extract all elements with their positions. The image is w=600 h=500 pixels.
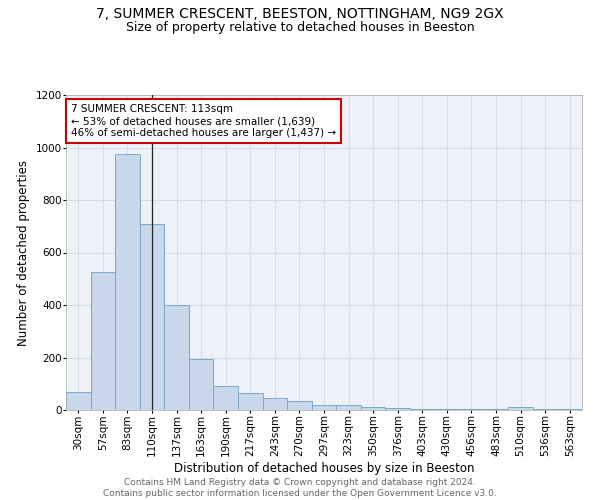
Bar — [66, 392, 91, 410]
Bar — [361, 407, 385, 410]
Bar — [484, 408, 508, 410]
X-axis label: Distribution of detached houses by size in Beeston: Distribution of detached houses by size … — [174, 462, 474, 475]
Bar — [115, 154, 140, 410]
Bar — [164, 305, 189, 410]
Bar — [385, 408, 410, 410]
Bar — [336, 406, 361, 410]
Bar — [459, 408, 484, 410]
Bar — [263, 398, 287, 410]
Bar — [557, 408, 582, 410]
Bar — [434, 408, 459, 410]
Bar — [533, 408, 557, 410]
Text: 7, SUMMER CRESCENT, BEESTON, NOTTINGHAM, NG9 2GX: 7, SUMMER CRESCENT, BEESTON, NOTTINGHAM,… — [96, 8, 504, 22]
Text: Size of property relative to detached houses in Beeston: Size of property relative to detached ho… — [125, 21, 475, 34]
Bar — [140, 224, 164, 410]
Bar — [410, 408, 434, 410]
Bar — [508, 406, 533, 410]
Text: 7 SUMMER CRESCENT: 113sqm
← 53% of detached houses are smaller (1,639)
46% of se: 7 SUMMER CRESCENT: 113sqm ← 53% of detac… — [71, 104, 336, 138]
Bar — [287, 402, 312, 410]
Bar — [214, 386, 238, 410]
Bar — [189, 359, 214, 410]
Text: Contains HM Land Registry data © Crown copyright and database right 2024.
Contai: Contains HM Land Registry data © Crown c… — [103, 478, 497, 498]
Bar — [238, 393, 263, 410]
Bar — [312, 406, 336, 410]
Bar — [91, 272, 115, 410]
Y-axis label: Number of detached properties: Number of detached properties — [17, 160, 30, 346]
